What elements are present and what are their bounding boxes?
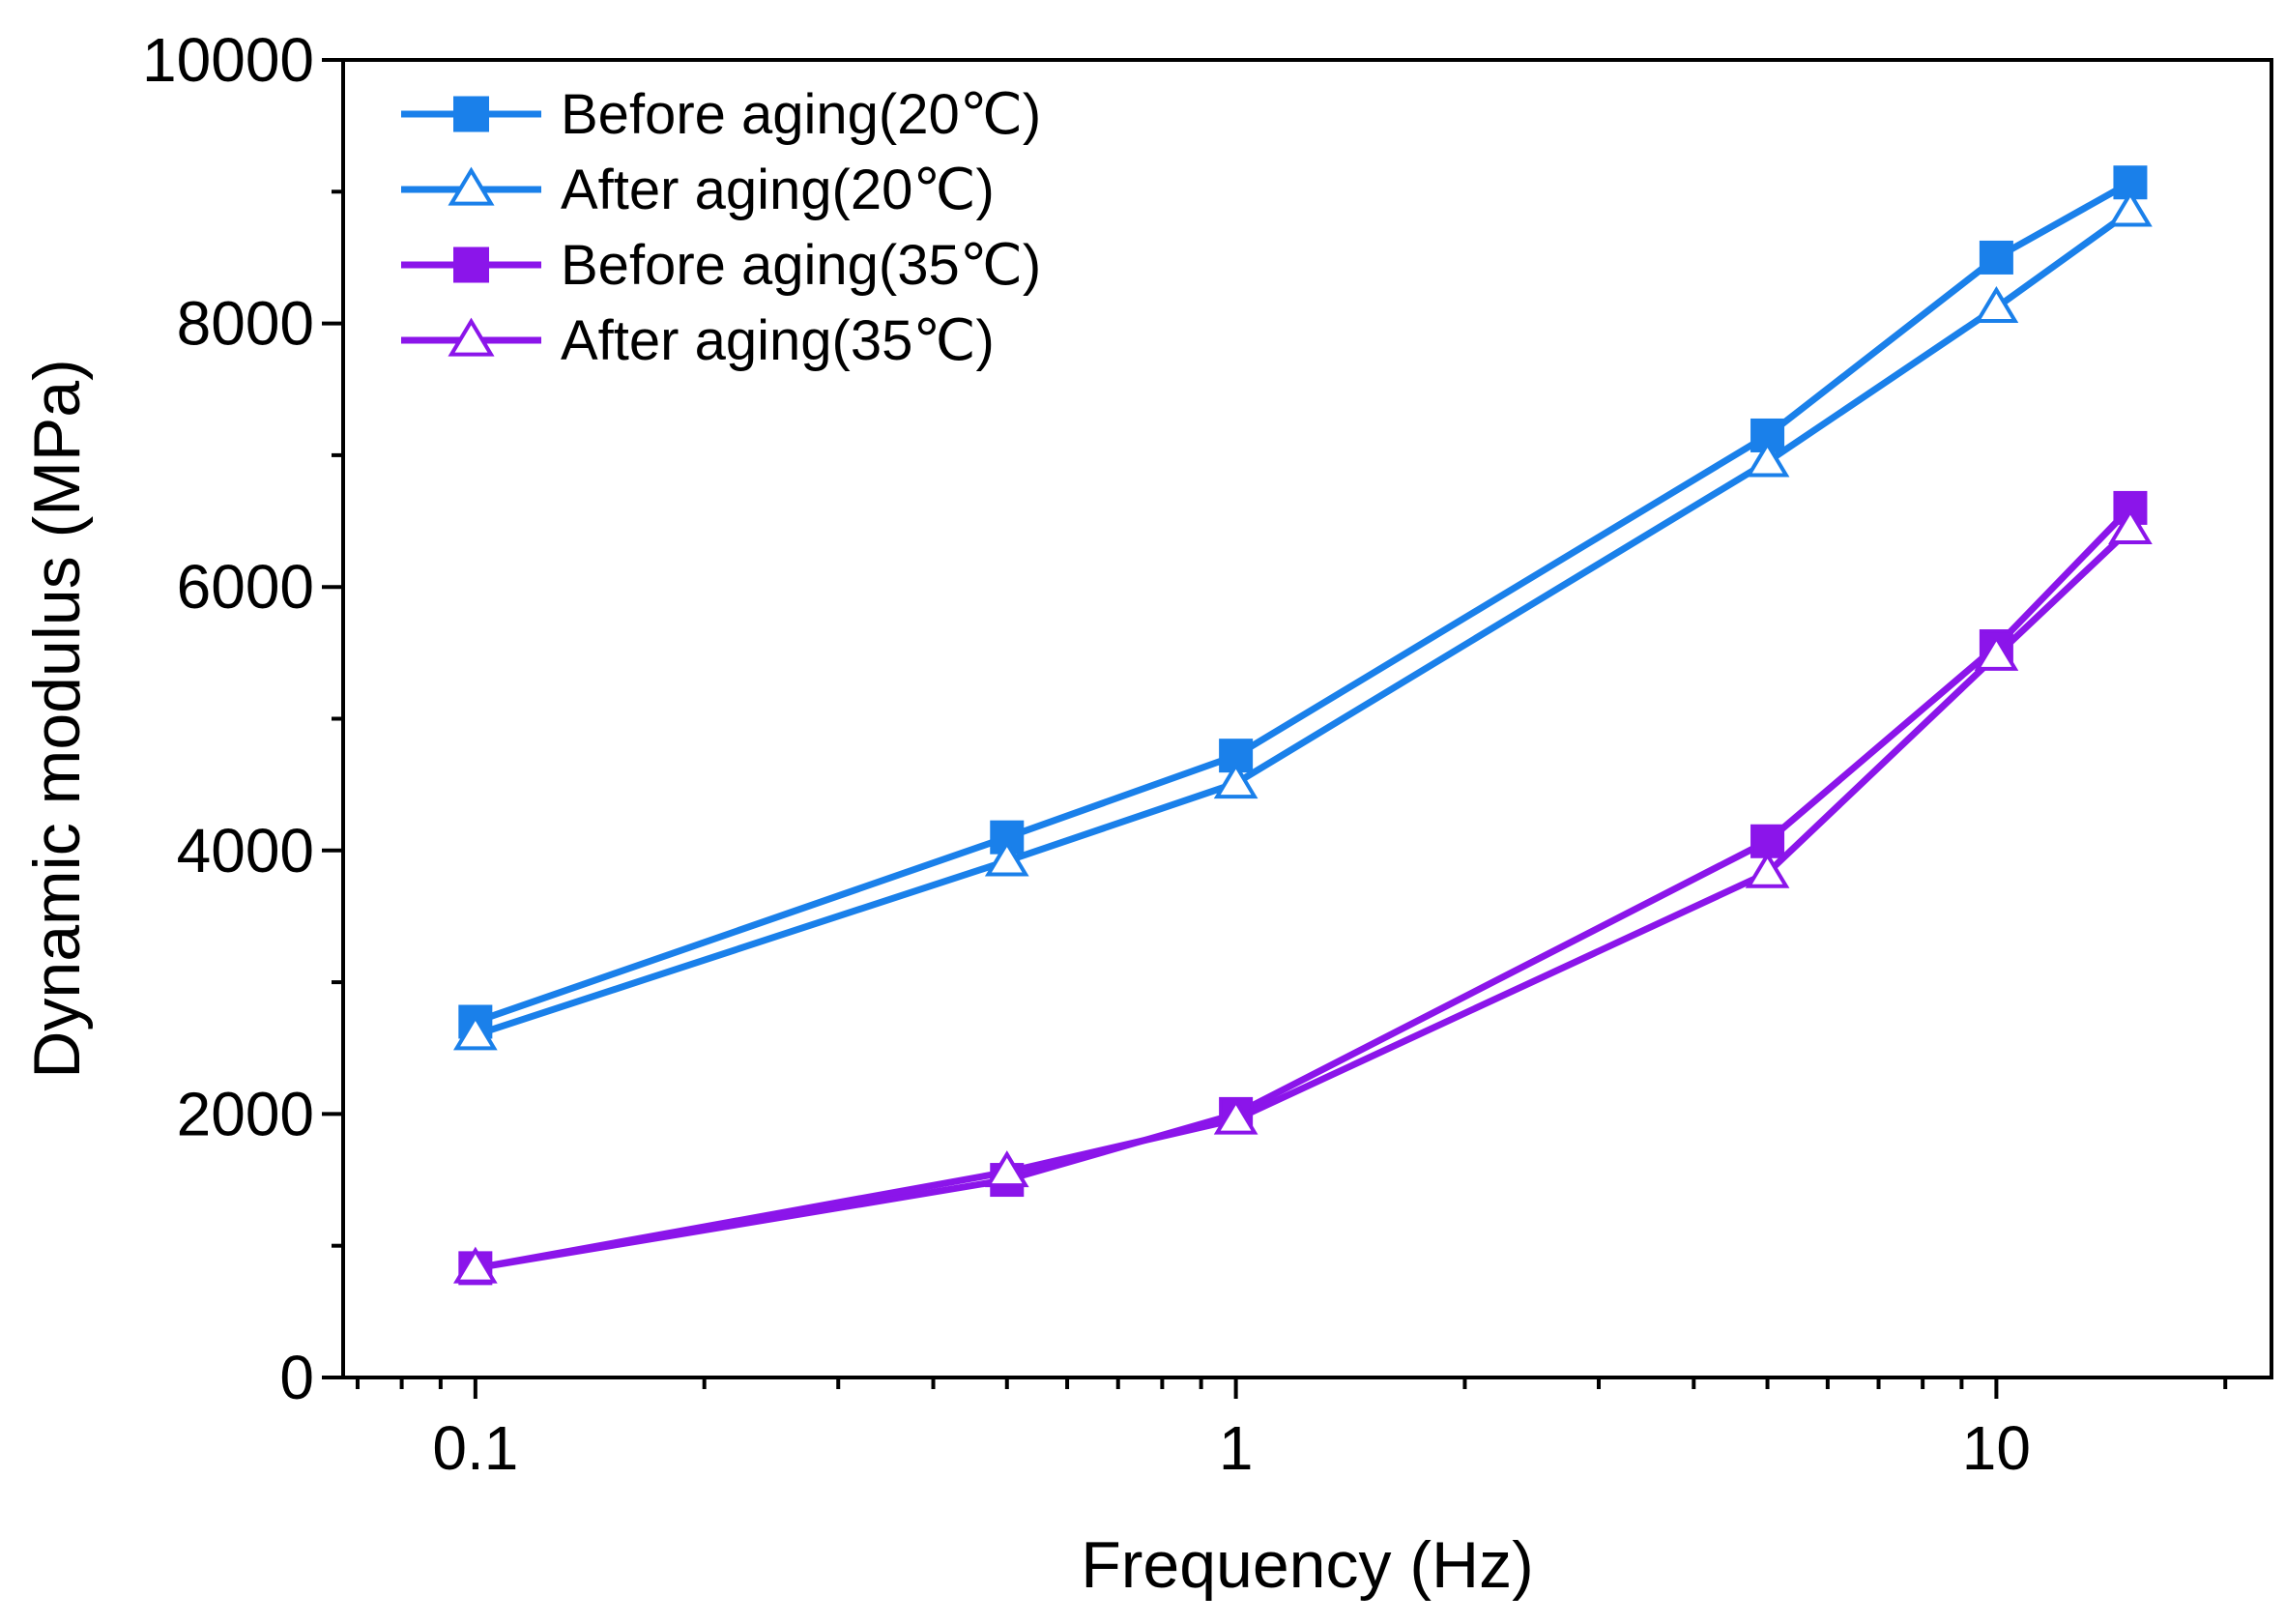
series-line: [474, 208, 2132, 1038]
data-point: [448, 317, 495, 357]
y-tick-label: 8000: [177, 289, 314, 359]
series-2: [452, 189, 2153, 1051]
data-point: [1974, 633, 2019, 671]
x-tick-label: 0.1: [432, 1413, 518, 1483]
legend-entry-3: Before aging(35℃): [401, 234, 1041, 297]
data-point: [2108, 507, 2153, 545]
data-point: [452, 1013, 498, 1051]
data-point: [448, 166, 495, 206]
y-axis-title: Dynamic modulus (MPa): [20, 359, 94, 1078]
series-line: [475, 526, 2133, 1272]
series-4: [452, 507, 2153, 1284]
data-point: [1745, 851, 1790, 888]
data-point: [452, 1246, 498, 1284]
x-tick-label: 1: [1219, 1413, 1254, 1483]
x-axis: 0.1 1 10: [355, 1378, 2228, 1483]
y-tick-label: 0: [279, 1343, 314, 1412]
y-tick-label: 6000: [177, 552, 314, 622]
legend-label: Before aging(20℃): [561, 83, 1041, 146]
y-tick-label: 4000: [177, 816, 314, 885]
legend-label: After aging(20℃): [561, 159, 995, 221]
data-point: [1213, 761, 1258, 799]
series-1: [458, 165, 2148, 1039]
series-line: [474, 179, 2132, 1026]
series-3: [458, 490, 2148, 1286]
data-point: [2108, 189, 2153, 227]
legend: Before aging(20℃) After aging(20℃) Before …: [401, 83, 1041, 372]
series-line: [475, 505, 2133, 1272]
legend-label: Before aging(35℃): [561, 234, 1041, 297]
y-tick-label: 2000: [177, 1079, 314, 1148]
data-point: [984, 839, 1029, 877]
data-point: [984, 1150, 1029, 1188]
legend-entry-4: After aging(35℃): [401, 309, 995, 372]
legend-label: After aging(35℃): [561, 309, 995, 372]
data-point: [1974, 285, 2019, 324]
data-point: [1979, 240, 2013, 275]
data-point: [453, 246, 489, 283]
y-tick-label: 10000: [142, 25, 314, 95]
data-point: [1745, 440, 1790, 478]
series-layer: [452, 165, 2153, 1286]
y-axis: 0 2000 4000 6000 8000 10000: [142, 25, 343, 1412]
data-point: [453, 96, 489, 132]
legend-entry-2: After aging(20℃): [401, 159, 995, 221]
legend-entry-1: Before aging(20℃): [401, 83, 1041, 146]
x-tick-label: 10: [1962, 1413, 2031, 1483]
data-point: [1213, 1097, 1258, 1135]
x-axis-title: Frequency (Hz): [1081, 1528, 1534, 1602]
